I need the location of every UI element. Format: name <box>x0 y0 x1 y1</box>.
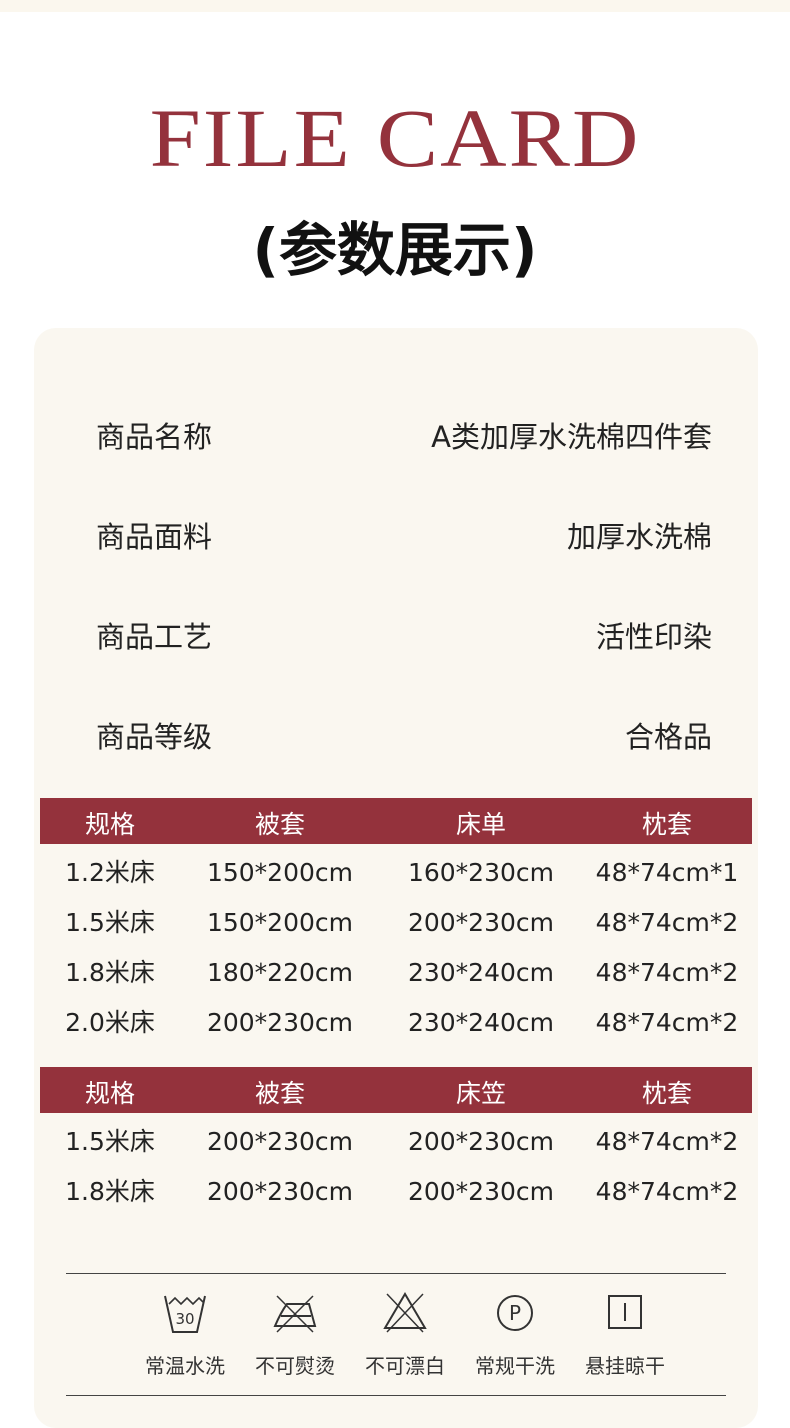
dry-clean-p-icon: P <box>497 1295 533 1331</box>
care-label: 常温水洗 <box>145 1354 225 1378</box>
divider <box>66 1273 726 1274</box>
spec-label: 商品工艺 <box>96 620 213 654</box>
table-cell: 48*74cm*2 <box>595 1008 739 1037</box>
column-header: 被套 <box>254 1079 305 1108</box>
spec-row: 商品等级 合格品 <box>96 717 712 757</box>
care-label: 悬挂晾干 <box>585 1354 665 1378</box>
column-header: 规格 <box>84 1079 135 1108</box>
table-cell: 200*230cm <box>206 1177 354 1206</box>
divider <box>66 1395 726 1396</box>
table-cell: 1.8米床 <box>65 958 155 987</box>
table-cell: 200*230cm <box>407 1127 555 1156</box>
spec-value: 活性印染 <box>595 620 712 654</box>
table-cell: 150*200cm <box>206 908 354 937</box>
table-cell: 48*74cm*2 <box>595 908 739 937</box>
table-cell: 200*230cm <box>206 1008 354 1037</box>
spec-row: 商品工艺 活性印染 <box>96 617 712 657</box>
wash-30-icon: 30 <box>164 1295 206 1333</box>
column-header: 床笠 <box>455 1079 506 1108</box>
table-cell: 230*240cm <box>407 958 555 987</box>
table-header: 规格 被套 床单 枕套 <box>40 798 752 844</box>
spec-value: 合格品 <box>624 720 712 754</box>
care-item: 不可漂白 <box>350 1290 460 1379</box>
spec-value: A类加厚水洗棉四件套 <box>431 420 712 454</box>
table-header: 规格 被套 床笠 枕套 <box>40 1067 752 1113</box>
care-label: 常规干洗 <box>475 1354 555 1378</box>
table-cell: 200*230cm <box>407 908 555 937</box>
table-cell: 200*230cm <box>206 1127 354 1156</box>
table-row: 1.8米床 200*230cm 200*230cm 48*74cm*2 <box>40 1167 752 1217</box>
table-row: 1.8米床 180*220cm 230*240cm 48*74cm*2 <box>40 948 752 998</box>
column-header: 枕套 <box>641 810 692 839</box>
table-row: 1.2米床 150*200cm 160*230cm 48*74cm*1 <box>40 848 752 898</box>
column-header: 枕套 <box>641 1079 692 1108</box>
care-label: 不可漂白 <box>365 1354 445 1378</box>
spec-row: 商品名称 A类加厚水洗棉四件套 <box>96 417 712 457</box>
care-item: 不可熨烫 <box>240 1290 350 1379</box>
page-title: FILE CARD <box>149 92 641 184</box>
spec-label: 商品等级 <box>96 720 213 754</box>
table-cell: 160*230cm <box>407 858 555 887</box>
table-cell: 1.2米床 <box>65 858 155 887</box>
care-item: P 常规干洗 <box>460 1290 570 1379</box>
column-header: 床单 <box>455 810 506 839</box>
top-strip <box>0 0 790 12</box>
table-row: 1.5米床 200*230cm 200*230cm 48*74cm*2 <box>40 1117 752 1167</box>
svg-text:P: P <box>509 1301 521 1325</box>
care-label: 不可熨烫 <box>255 1354 335 1378</box>
table-cell: 150*200cm <box>206 858 354 887</box>
no-bleach-icon <box>383 1292 427 1333</box>
page-subtitle: (参数展示) <box>252 216 538 284</box>
table-cell: 48*74cm*2 <box>595 958 739 987</box>
spec-row: 商品面料 加厚水洗棉 <box>96 517 712 557</box>
table-cell: 1.8米床 <box>65 1177 155 1206</box>
table-cell: 48*74cm*1 <box>595 858 739 887</box>
spec-label: 商品名称 <box>96 420 213 454</box>
no-iron-icon <box>273 1295 317 1333</box>
table-cell: 48*74cm*2 <box>595 1177 739 1206</box>
hang-dry-icon <box>608 1295 642 1329</box>
care-item: 悬挂晾干 <box>570 1290 680 1379</box>
table-cell: 180*220cm <box>206 958 354 987</box>
size-table-1: 规格 被套 床单 枕套 1.2米床 150*200cm 160*230cm 48*74cm*1… <box>40 798 752 1048</box>
care-item: 30 常温水洗 <box>130 1290 240 1379</box>
size-table-2: 规格 被套 床笠 枕套 1.5米床 200*230cm 200*230cm 48*74cm*2… <box>40 1067 752 1217</box>
spec-card <box>34 328 758 1428</box>
table-cell: 230*240cm <box>407 1008 555 1037</box>
table-row: 1.5米床 150*200cm 200*230cm 48*74cm*2 <box>40 898 752 948</box>
svg-text:30: 30 <box>175 1310 194 1328</box>
table-cell: 1.5米床 <box>65 1127 155 1156</box>
table-cell: 48*74cm*2 <box>595 1127 739 1156</box>
table-cell: 200*230cm <box>407 1177 555 1206</box>
spec-label: 商品面料 <box>96 520 213 554</box>
table-cell: 2.0米床 <box>65 1008 155 1037</box>
care-instructions: 30 常温水洗 不可熨烫 不可漂白 P 常规干洗 悬挂晾干 <box>130 1290 680 1379</box>
spec-value: 加厚水洗棉 <box>566 520 712 554</box>
column-header: 规格 <box>84 810 135 839</box>
table-row: 2.0米床 200*230cm 230*240cm 48*74cm*2 <box>40 998 752 1048</box>
table-cell: 1.5米床 <box>65 908 155 937</box>
column-header: 被套 <box>254 810 305 839</box>
